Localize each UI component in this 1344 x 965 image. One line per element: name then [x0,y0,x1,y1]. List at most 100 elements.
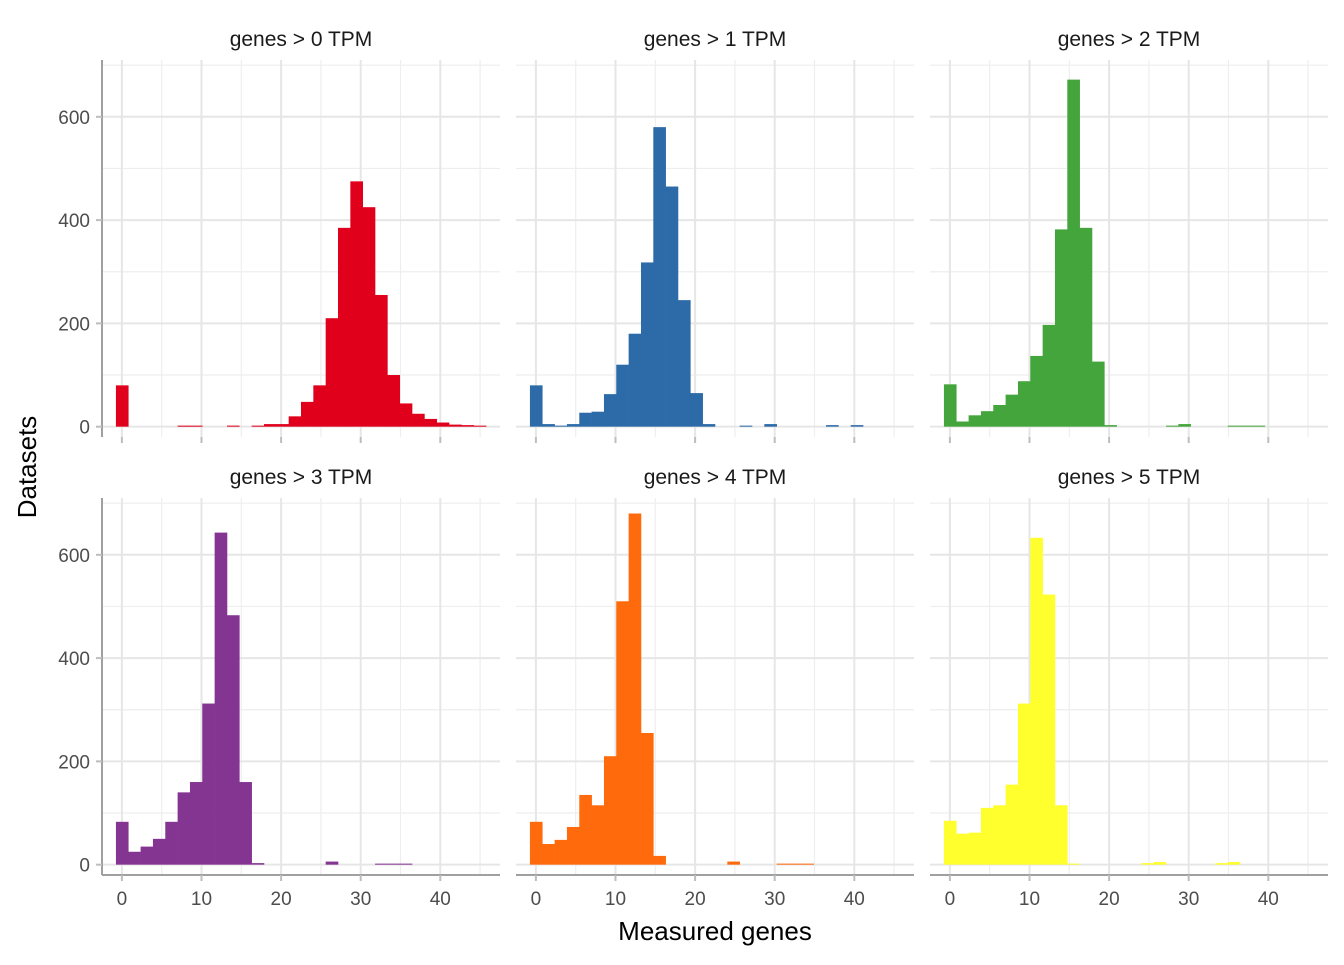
histogram-bar [1042,324,1056,427]
y-tick-label: 600 [58,546,90,567]
histogram-bar [653,127,666,427]
histogram-bar [616,601,629,865]
histogram-bar [115,385,129,427]
histogram-bar [387,863,401,865]
histogram-bar [449,424,462,427]
histogram-bar [399,863,413,865]
histogram-bar [288,416,302,427]
histogram-bar [1054,229,1068,427]
histogram-bar [554,839,568,865]
histogram-bar [702,424,716,427]
histogram-bar [943,820,957,865]
histogram-bar [956,421,969,427]
histogram-bar [239,782,252,865]
panel-2: genes > 1 TPM [516,28,914,443]
histogram-bar [387,375,401,427]
y-tick-label: 200 [58,314,90,335]
histogram-bar [140,846,154,865]
histogram-bar [301,401,314,427]
y-axis-title: Datasets [12,416,42,519]
histogram-bar [628,333,642,427]
x-tick-label: 10 [191,889,212,910]
histogram-bar [189,782,203,865]
histogram-bar [177,425,191,427]
histogram-bar [789,863,802,865]
histogram-bar [1104,425,1117,427]
y-tick-label: 400 [58,649,90,670]
panel-5: genes > 4 TPM 0 10 20 30 40 [516,466,914,910]
x-tick-label: 40 [844,889,865,910]
histogram-bar [1227,862,1241,865]
x-tick-label: 40 [430,889,451,910]
histogram-bar [165,821,178,865]
y-tick-label: 600 [58,108,90,129]
x-tick-label: 40 [1258,889,1279,910]
histogram-bar [251,863,265,865]
panel-title: genes > 3 TPM [230,466,373,489]
histogram-bar [640,262,654,427]
panel-title: genes > 0 TPM [230,28,373,51]
histogram-bar [276,424,289,427]
histogram-bar [1252,425,1266,427]
histogram-bar [1017,703,1031,865]
histogram-bar [1178,424,1191,427]
histogram-bar [350,181,363,427]
histogram-bar [566,424,580,427]
x-tick-label: 0 [117,889,128,910]
histogram-bar [850,425,864,427]
histogram-bar [529,821,543,865]
histogram-bar [764,424,777,427]
panel-6: genes > 5 TPM 0 10 20 30 40 [930,466,1328,910]
histogram-bar [529,385,543,427]
x-tick-label: 30 [1178,889,1199,910]
histogram-bar [956,833,969,865]
histogram-bar [579,412,592,427]
histogram-bar [362,207,376,427]
histogram-bar [640,732,654,865]
x-tick-label: 0 [945,889,956,910]
x-tick-label: 30 [350,889,371,910]
histogram-bar [1079,227,1093,427]
histogram-bar [1030,355,1043,427]
x-tick-label: 20 [1099,889,1120,910]
histogram-bar [980,411,994,427]
histogram-bar [616,364,629,427]
histogram-bar [436,422,450,427]
histogram-bar [826,425,839,427]
panel-4: genes > 3 TPM 0 200 400 600 0 10 20 30 40 [58,466,500,910]
histogram-bar [424,418,438,427]
y-tick-label: 200 [58,752,90,773]
panel-title: genes > 4 TPM [644,466,787,489]
histogram-bar [226,425,240,427]
panel-1: genes > 0 TPM 0 200 400 600 [58,28,500,443]
histogram-bar [628,513,642,865]
y-tick-label: 0 [79,418,90,439]
y-tick-label: 400 [58,211,90,232]
x-tick-label: 10 [1019,889,1040,910]
histogram-bar [739,425,753,427]
histogram-bar [473,425,487,427]
x-tick-label: 10 [605,889,626,910]
histogram-bar [152,838,166,865]
histogram-bar [980,807,994,865]
histogram-bar [943,384,957,427]
histogram-bar [375,863,388,865]
panel-3: genes > 2 TPM [930,28,1328,443]
histogram-bar [1017,381,1031,427]
histogram-bar [1067,79,1080,427]
histogram-bar [542,844,555,865]
histogram-bar [412,413,425,427]
histogram-bar [1067,863,1080,865]
histogram-bar [579,794,592,865]
histogram-bar [603,394,617,427]
histogram-bar [566,826,580,865]
histogram-bar [653,855,666,865]
histogram-bar [801,863,815,865]
histogram-bar [1091,361,1105,427]
histogram-bar [325,861,339,865]
histogram-bar [993,404,1006,427]
histogram-bar [177,792,191,865]
histogram-bar [591,805,605,865]
